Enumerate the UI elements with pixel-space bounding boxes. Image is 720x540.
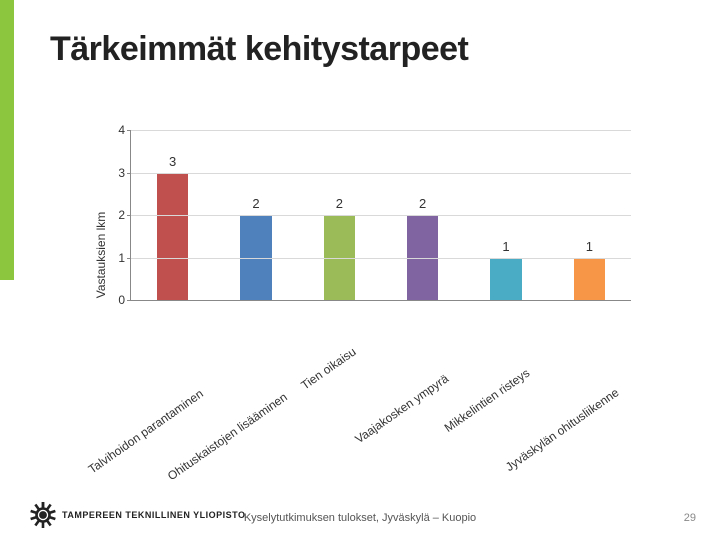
footer: TAMPEREEN TEKNILLINEN YLIOPISTO Kyselytu… bbox=[0, 492, 720, 540]
page-number: 29 bbox=[684, 512, 696, 524]
y-tick-label: 3 bbox=[118, 166, 125, 180]
gear-icon bbox=[30, 502, 56, 528]
y-tick-label: 0 bbox=[118, 293, 125, 307]
bar: 1 bbox=[490, 258, 522, 301]
grid-line bbox=[131, 173, 631, 174]
chart: Vastauksien lkm 322211 01234Talvihoidon … bbox=[100, 130, 660, 380]
y-axis-label: Vastauksien lkm bbox=[94, 212, 108, 298]
y-tick-label: 1 bbox=[118, 251, 125, 265]
logo: TAMPEREEN TEKNILLINEN YLIOPISTO bbox=[30, 502, 246, 528]
bar-value-label: 2 bbox=[336, 196, 343, 211]
slide-title: Tärkeimmät kehitystarpeet bbox=[50, 30, 468, 69]
x-tick-label: Jyväskylän ohitusliikenne bbox=[614, 308, 720, 397]
grid-line bbox=[131, 215, 631, 216]
footer-caption: Kyselytutkimuksen tulokset, Jyväskylä – … bbox=[244, 512, 476, 524]
y-tick-label: 2 bbox=[118, 208, 125, 222]
y-tick-mark bbox=[127, 258, 131, 259]
y-tick-mark bbox=[127, 300, 131, 301]
bar-value-label: 2 bbox=[252, 196, 259, 211]
y-tick-label: 4 bbox=[118, 123, 125, 137]
accent-stripe bbox=[0, 0, 14, 280]
bar-value-label: 1 bbox=[502, 239, 509, 254]
y-tick-mark bbox=[127, 173, 131, 174]
logo-text: TAMPEREEN TEKNILLINEN YLIOPISTO bbox=[62, 510, 246, 520]
bar-value-label: 3 bbox=[169, 154, 176, 169]
y-tick-mark bbox=[127, 130, 131, 131]
bar-value-label: 2 bbox=[419, 196, 426, 211]
y-tick-mark bbox=[127, 215, 131, 216]
bar-value-label: 1 bbox=[586, 239, 593, 254]
bar: 3 bbox=[157, 173, 189, 301]
grid-line bbox=[131, 130, 631, 131]
plot-area: 322211 01234Talvihoidon parantaminenOhit… bbox=[130, 130, 631, 301]
x-tick-label: Tien oikaisu bbox=[351, 308, 411, 356]
bar: 1 bbox=[574, 258, 606, 301]
grid-line bbox=[131, 258, 631, 259]
